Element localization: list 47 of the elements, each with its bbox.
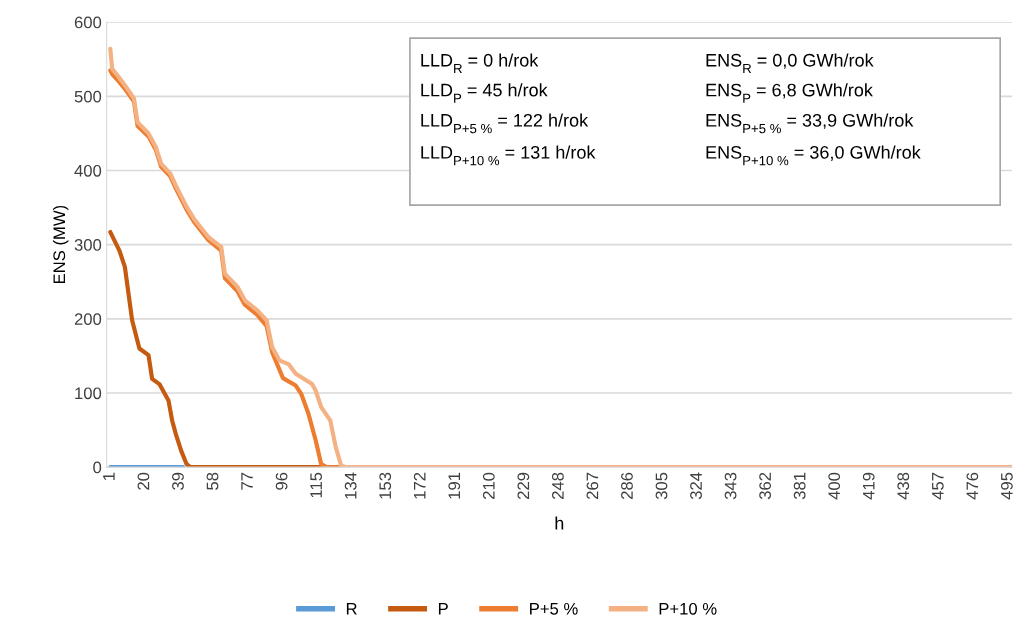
x-tick-label: 267: [586, 472, 599, 499]
x-tick-label: 210: [482, 472, 495, 499]
annotation: LLDP+10 % = 131 h/rok: [421, 145, 596, 166]
x-tick-label: 495: [1000, 472, 1013, 500]
x-tick-label: 381: [793, 472, 806, 500]
x-tick-label: 58: [206, 472, 219, 490]
x-tick-label: 457: [932, 472, 944, 500]
x-tick-label: 172: [413, 472, 426, 499]
annotation: ENSP = 6,8 GWh/rok: [706, 83, 873, 103]
x-tick-label: 343: [724, 472, 737, 500]
y-tick-label: 500: [74, 90, 102, 103]
legend-label: P: [438, 603, 448, 615]
x-tick-label: 324: [690, 472, 702, 500]
annotation: LLDP+5 % = 122 h/rok: [421, 113, 589, 134]
x-tick-label: 191: [448, 472, 461, 499]
x-axis-title: h: [555, 516, 564, 530]
y-tick-label: 600: [74, 16, 102, 29]
x-tick-label: 476: [966, 472, 979, 500]
x-tick-label: 362: [759, 472, 772, 500]
y-tick-label: 300: [74, 239, 102, 251]
y-tick-label: 0: [93, 461, 102, 474]
x-tick-label: 96: [275, 472, 288, 490]
x-tick-label: 419: [862, 472, 875, 500]
y-tick-label: 400: [74, 164, 102, 177]
x-tick-label: 248: [551, 472, 564, 499]
x-tick-label: 438: [897, 472, 910, 500]
annotation: ENSR = 0,0 GWh/rok: [706, 53, 874, 74]
x-tick-label: 77: [241, 472, 253, 490]
x-tick-label: 400: [828, 472, 841, 500]
legend-label: R: [346, 603, 357, 615]
legend-label: P+10 %: [659, 602, 717, 615]
x-tick-label: 115: [310, 472, 323, 498]
x-tick-label: 1: [103, 472, 115, 481]
x-tick-label: 229: [517, 472, 530, 499]
x-tick-label: 153: [379, 472, 392, 499]
legend-label: P+5 %: [530, 602, 578, 615]
y-tick-label: 200: [74, 313, 102, 326]
y-axis-title: ENS (MW): [52, 205, 69, 284]
x-tick-label: 286: [621, 472, 633, 499]
x-tick-label: 39: [172, 472, 184, 490]
x-tick-label: 134: [344, 472, 357, 499]
annotation: LLDR = 0 h/rok: [421, 53, 539, 74]
x-tick-label: 20: [137, 472, 150, 490]
annotation: LLDP = 45 h/rok: [421, 83, 548, 103]
x-tick-label: 305: [655, 472, 668, 500]
y-tick-label: 100: [75, 387, 102, 400]
annotation: ENSP+5 % = 33,9 GWh/rok: [706, 113, 914, 134]
